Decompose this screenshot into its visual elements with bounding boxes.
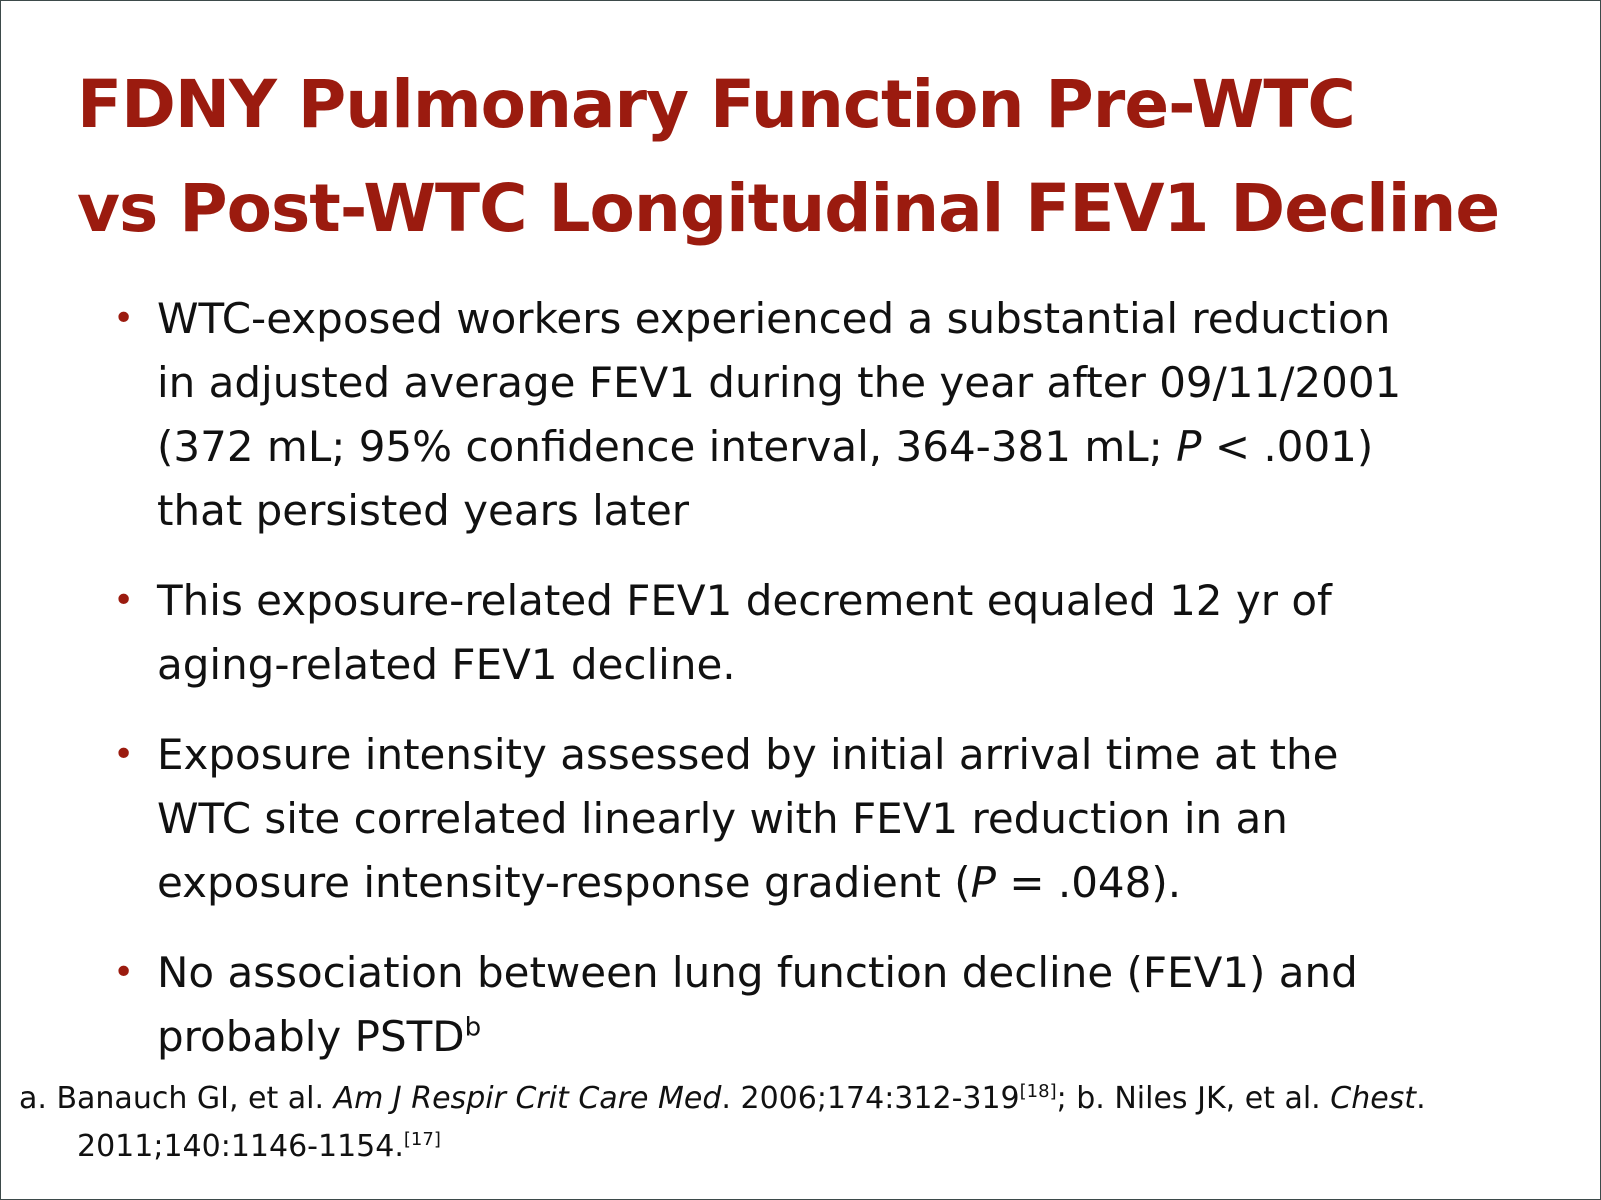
bullet-item-ptsd-association: • No association between lung function d… [113,941,1513,1069]
reference-b-journal: Chest [1330,1081,1417,1116]
bullet-dot-icon: • [113,734,135,775]
bullet-dot-icon: • [113,298,135,339]
bullet-line: WTC-exposed workers experienced a substa… [157,294,1391,343]
bullet-line: in adjusted average FEV1 during the year… [157,358,1402,407]
bullet-text: = .048). [995,858,1182,907]
footnote-marker: b [464,1012,482,1043]
bullet-dot-icon: • [113,952,135,993]
slide-title: FDNY Pulmonary Function Pre-WTC vs Post-… [77,53,1557,261]
bullet-list: • WTC-exposed workers experienced a subs… [113,287,1513,1095]
reference-b-citation: 2011;140:1146-1154. [77,1129,404,1164]
title-line-2: vs Post-WTC Longitudinal FEV1 Decline [77,170,1500,247]
bullet-line: Exposure intensity assessed by initial a… [157,730,1339,779]
p-value-symbol: P [970,858,996,907]
p-value-symbol: P [1176,422,1202,471]
reference-a-journal: Am J Respir Crit Care Med [333,1081,722,1116]
bullet-line: exposure intensity-response gradient (P … [157,851,1513,915]
bullet-text: (372 mL; 95% confidence interval, 364-38… [157,422,1177,471]
reference-b-dot: . [1416,1081,1426,1116]
reference-b-number: [17] [403,1129,441,1151]
reference-a-number: [18] [1019,1081,1057,1103]
bullet-dot-icon: • [113,580,135,621]
bullet-line: This exposure-related FEV1 decrement equ… [157,576,1332,625]
reference-line-1: a. Banauch GI, et al. Am J Respir Crit C… [19,1075,1579,1123]
title-line-1: FDNY Pulmonary Function Pre-WTC [77,66,1356,143]
bullet-line: aging-related FEV1 decline. [157,640,736,689]
reference-a-authors: a. Banauch GI, et al. [19,1081,334,1116]
bullet-text: < .001) [1201,422,1374,471]
bullet-item-exposure-intensity: • Exposure intensity assessed by initial… [113,723,1513,915]
bullet-line: that persisted years later [157,486,690,535]
reference-a-citation: . 2006;174:312-319 [721,1081,1020,1116]
reference-b-authors: ; b. Niles JK, et al. [1056,1081,1331,1116]
references-footnote: a. Banauch GI, et al. Am J Respir Crit C… [19,1075,1579,1171]
reference-line-2: 2011;140:1146-1154.[17] [19,1123,1579,1171]
bullet-item-aging-equivalent: • This exposure-related FEV1 decrement e… [113,569,1513,697]
bullet-item-fev1-reduction: • WTC-exposed workers experienced a subs… [113,287,1513,543]
bullet-line: No association between lung function dec… [157,948,1358,997]
bullet-text: exposure intensity-response gradient ( [157,858,971,907]
bullet-line: (372 mL; 95% confidence interval, 364-38… [157,415,1513,479]
bullet-line: probably PSTDb [157,1005,1513,1069]
bullet-text: probably PSTD [157,1012,465,1061]
bullet-line: WTC site correlated linearly with FEV1 r… [157,794,1288,843]
